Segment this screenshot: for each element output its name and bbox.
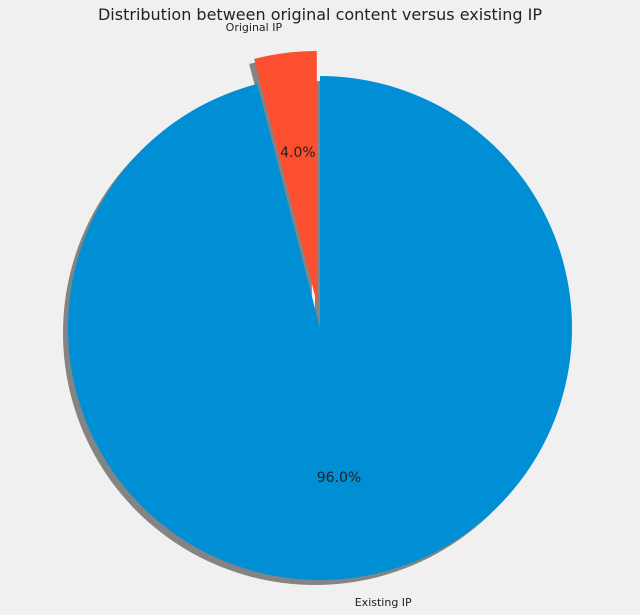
slice-label-original-ip: Original IP — [226, 21, 283, 34]
slice-percent-existing-ip: 96.0% — [317, 470, 361, 486]
pie-slices — [68, 50, 573, 581]
chart-title: Distribution between original content ve… — [98, 5, 542, 24]
slice-label-existing-ip: Existing IP — [355, 596, 412, 609]
pie-slice-existing-ip — [68, 76, 573, 581]
pie-slice-original-ip — [254, 50, 317, 303]
slice-labels: Original IP 4.0% Existing IP 96.0% — [226, 21, 412, 609]
slice-percent-original-ip: 4.0% — [280, 145, 316, 161]
